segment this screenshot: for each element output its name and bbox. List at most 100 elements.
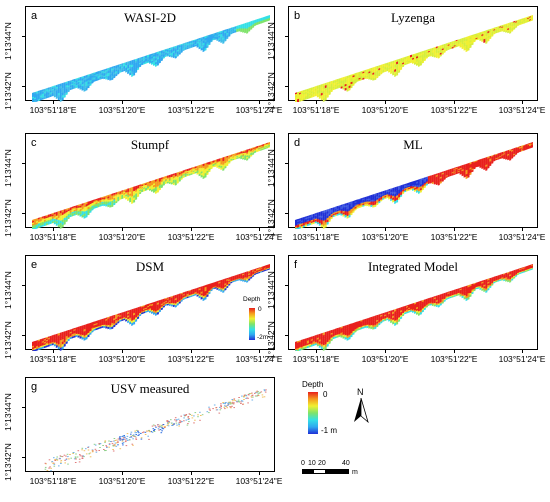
depth-cell [109, 326, 112, 330]
depth-cell [342, 87, 345, 90]
depth-cell [439, 181, 442, 184]
depth-cell [324, 338, 327, 343]
depth-cell [69, 87, 72, 91]
depth-cell [196, 294, 199, 297]
depth-cell [338, 334, 341, 338]
depth-cell [322, 225, 325, 229]
depth-cell [346, 88, 349, 92]
depth-cell [151, 189, 153, 192]
depth-cell [59, 90, 62, 95]
depth-cell [306, 223, 309, 227]
depth-cell [350, 212, 353, 216]
depth-cell [220, 289, 223, 292]
depth-cell [489, 285, 492, 289]
depth-cell [222, 168, 225, 171]
depth-cell [153, 63, 155, 66]
depth-cell [216, 165, 219, 169]
depth-cell [37, 225, 40, 229]
depth-cell [228, 283, 231, 286]
depth-cell [388, 319, 391, 322]
depth-cell [326, 94, 329, 98]
depth-cell [493, 281, 496, 284]
depth-cell [192, 45, 195, 48]
depth-cell [264, 20, 266, 23]
depth-cell [380, 72, 383, 75]
depth-cell [41, 97, 44, 100]
depth-cell [295, 227, 297, 229]
depth-cell [172, 55, 175, 59]
depth-cell [481, 288, 484, 291]
depth-cell [374, 326, 377, 330]
depth-cell [433, 55, 436, 58]
depth-cell [93, 328, 96, 331]
depth-cell [370, 326, 373, 330]
depth-cell [314, 221, 317, 224]
depth-cell [186, 47, 189, 50]
depth-cell [396, 72, 399, 76]
depth-cell [410, 188, 412, 191]
depth-cell [236, 157, 239, 160]
depth-cell [137, 194, 140, 198]
depth-cell [350, 85, 353, 89]
depth-cell [43, 96, 46, 100]
depth-cell [390, 71, 393, 75]
depth-cell [59, 225, 62, 229]
depth-cell [180, 50, 183, 53]
depth-cell [202, 175, 205, 180]
depth-cell [220, 40, 223, 43]
depth-cell [503, 30, 506, 33]
depth-cell [499, 279, 502, 282]
depth-cell [467, 47, 470, 51]
depth-cell [206, 172, 209, 176]
depth-cell [59, 88, 62, 92]
depth-cell [125, 197, 128, 200]
depth-cell [61, 346, 64, 350]
depth-cell [176, 54, 179, 57]
depth-cell [471, 169, 474, 173]
depth-cell [204, 174, 207, 178]
depth-cell [418, 190, 420, 194]
depth-cell [105, 77, 108, 80]
depth-cell [264, 147, 266, 150]
depth-cell [330, 338, 333, 342]
depth-cell [258, 149, 261, 152]
panel-d-bathymetry-map [295, 142, 533, 229]
depth-cell [322, 337, 325, 341]
depth-cell [59, 83, 62, 87]
depth-cell [306, 345, 309, 349]
depth-cell [81, 87, 84, 91]
depth-cell [344, 336, 347, 340]
depth-cell [61, 224, 64, 228]
depth-cell [419, 311, 422, 315]
depth-cell [463, 47, 466, 51]
depth-cell [158, 187, 161, 191]
depth-cell [364, 203, 367, 207]
depth-cell [83, 215, 86, 219]
depth-cell [119, 197, 122, 200]
depth-cell [354, 208, 357, 211]
depth-cell [322, 339, 325, 344]
inset-legend-colorbar [249, 308, 255, 340]
depth-cell [461, 46, 464, 50]
depth-cell [184, 297, 187, 300]
depth-cell [61, 97, 64, 101]
depth-cell [230, 281, 233, 284]
depth-cell [368, 204, 371, 207]
depth-cell [149, 61, 151, 64]
depth-cell [433, 182, 436, 185]
depth-cell [224, 288, 227, 291]
depth-cell [268, 146, 270, 149]
depth-cell [495, 280, 498, 283]
depth-cell [145, 310, 147, 313]
depth-cell [414, 62, 416, 65]
depth-cell [105, 204, 108, 207]
depth-cell [85, 336, 88, 340]
depth-cell [297, 227, 299, 229]
depth-cell [67, 216, 70, 220]
depth-cell [372, 204, 375, 208]
depth-cell [222, 290, 225, 293]
depth-cell [529, 147, 531, 149]
depth-cell [160, 307, 163, 311]
depth-cell [182, 49, 185, 52]
depth-cell [479, 165, 482, 169]
